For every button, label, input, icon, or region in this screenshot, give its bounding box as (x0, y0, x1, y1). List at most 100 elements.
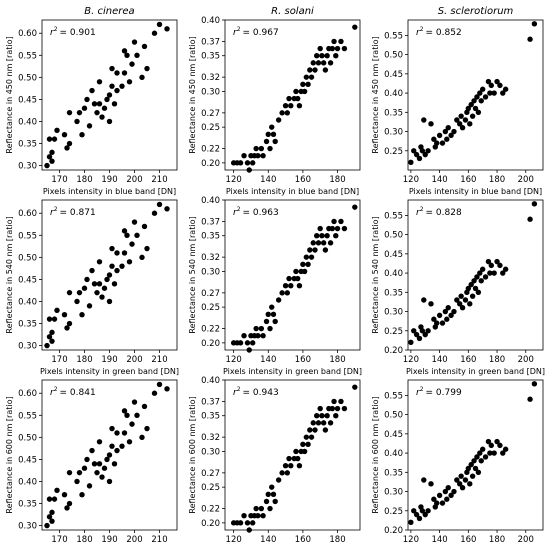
data-point (352, 24, 358, 30)
data-point (139, 434, 145, 441)
data-point (317, 45, 323, 52)
data-point (286, 455, 292, 462)
data-point (322, 67, 329, 73)
r-squared-label: r2 = 0.841 (50, 386, 96, 398)
data-point (66, 109, 73, 116)
r-squared-value: = 0.967 (243, 28, 279, 38)
data-point (46, 334, 53, 340)
data-point (260, 153, 266, 159)
x-tick-label: 170 (51, 355, 67, 365)
data-point (141, 223, 148, 230)
data-point (94, 109, 100, 116)
r-superscript: 2 (54, 206, 58, 213)
x-tick-label: 200 (126, 355, 142, 365)
data-point (477, 90, 483, 96)
data-point (263, 138, 270, 145)
y-tick-label: 0.20 (201, 519, 220, 529)
x-tick-label: 140 (431, 535, 447, 544)
data-point (61, 312, 68, 318)
x-tick-label: 200 (518, 535, 534, 544)
data-point (439, 320, 446, 326)
data-point (497, 262, 503, 269)
r-symbol: r (416, 388, 421, 398)
data-point (49, 338, 55, 344)
y-tick-label: 0.27 (201, 289, 220, 299)
data-point (66, 140, 73, 147)
data-point (94, 469, 100, 476)
y-tick-label: 0.35 (201, 412, 220, 422)
data-point (156, 381, 163, 388)
data-point (258, 145, 265, 152)
data-point (448, 312, 454, 319)
data-point (458, 293, 464, 299)
data-point (479, 446, 486, 452)
data-point (434, 320, 440, 326)
data-point (334, 405, 341, 412)
data-point (531, 201, 538, 207)
r-squared-value: = 0.799 (426, 388, 462, 398)
data-point (66, 289, 73, 296)
data-point (474, 274, 480, 280)
data-point (46, 136, 53, 142)
data-point (79, 132, 85, 138)
data-point (310, 420, 316, 426)
y-tick-label: 0.55 (18, 411, 37, 421)
data-point (109, 65, 115, 72)
r-superscript: 2 (54, 386, 58, 393)
data-point (310, 240, 316, 246)
data-point (249, 340, 256, 346)
data-point (482, 454, 489, 460)
x-tick-label: 120 (403, 175, 419, 185)
data-point (308, 74, 315, 80)
r-symbol: r (233, 28, 238, 38)
y-tick-label: 0.60 (18, 209, 37, 219)
data-point (431, 136, 437, 142)
data-point (425, 148, 431, 154)
data-point (106, 478, 113, 485)
data-point (288, 103, 294, 109)
data-point (331, 398, 337, 405)
data-point (428, 121, 434, 127)
r-superscript: 2 (420, 26, 424, 33)
data-point (491, 450, 497, 456)
data-point (296, 463, 303, 469)
data-point (308, 434, 315, 440)
data-point (119, 443, 125, 449)
data-point (51, 136, 58, 142)
data-point (255, 153, 261, 159)
data-point (314, 233, 320, 239)
scatter-panel-p22: 120 140 160 180 0.20 0.22 0.25 0.27 0.30 0.32 0.35… (188, 196, 362, 376)
data-point (284, 470, 291, 476)
data-point (436, 132, 443, 139)
x-tick-label: 140 (260, 355, 276, 365)
data-point (329, 405, 336, 412)
x-axis-label: Pixels intensity in green band [DN] (223, 367, 362, 376)
data-point (156, 201, 163, 208)
data-point (109, 425, 115, 432)
data-point (500, 270, 506, 276)
y-tick-label: 0.37 (201, 397, 220, 407)
data-point (439, 500, 446, 506)
data-point (74, 298, 80, 305)
data-point (319, 233, 325, 239)
data-point (109, 263, 115, 269)
data-point (474, 454, 480, 460)
data-point (333, 413, 339, 419)
data-point (129, 61, 135, 67)
data-point (442, 488, 449, 495)
data-point (282, 463, 289, 469)
data-point (320, 60, 327, 66)
data-point (444, 316, 450, 322)
data-point (482, 94, 489, 100)
data-point (408, 519, 414, 526)
data-point (124, 232, 130, 238)
y-axis-label: Reflectance in 600 nm [ratio] (371, 396, 380, 513)
data-point (458, 113, 464, 119)
x-tick-label: 180 (76, 175, 92, 185)
data-point (131, 39, 138, 45)
y-tick-label: 0.25 (384, 507, 403, 517)
data-point (314, 53, 320, 59)
data-point (76, 289, 83, 296)
data-point (86, 123, 93, 129)
data-point (327, 420, 334, 426)
